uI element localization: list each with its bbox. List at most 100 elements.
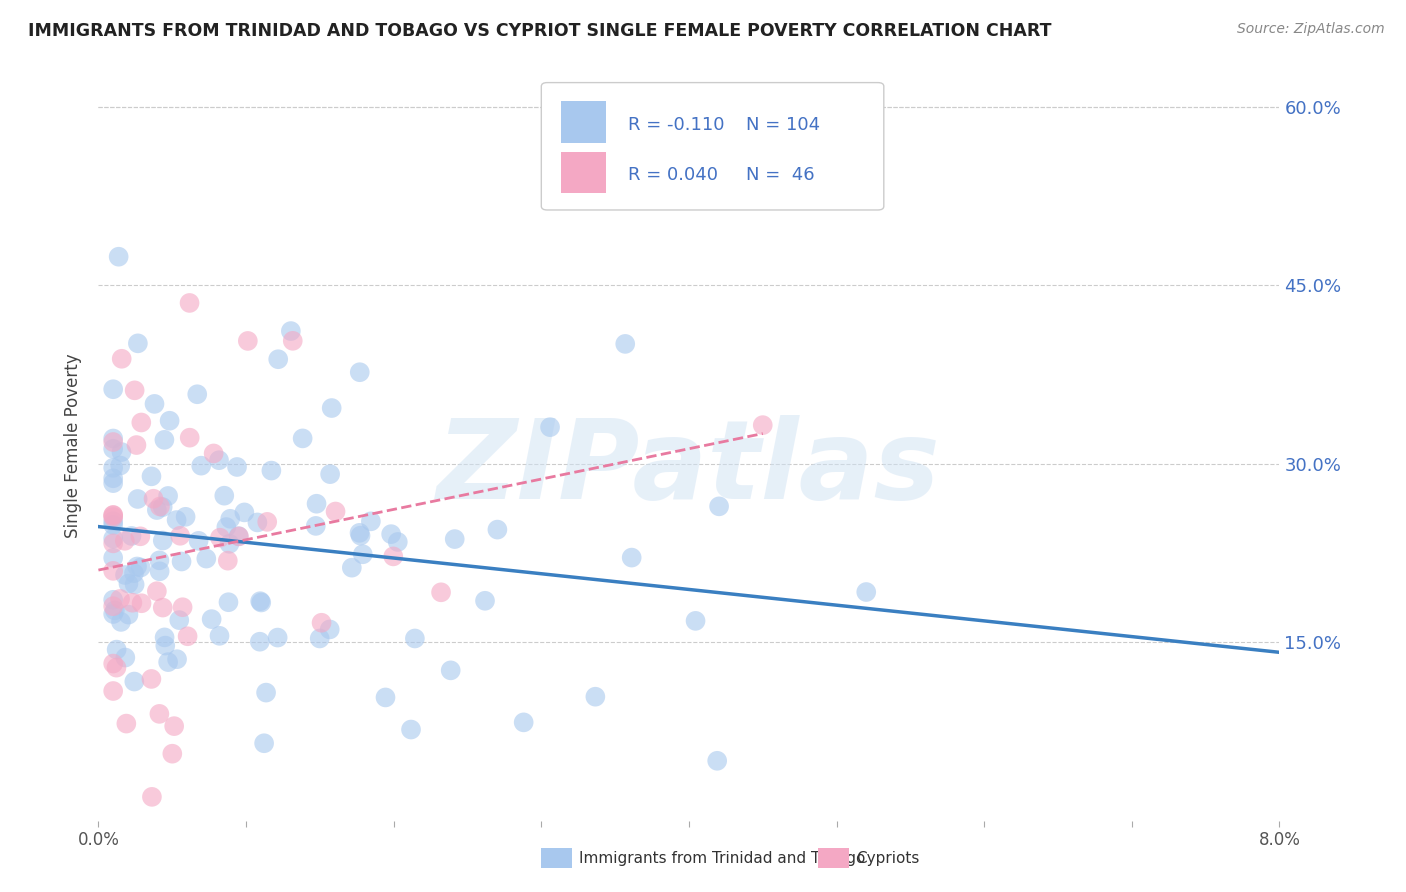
Point	[440, 664, 463, 678]
Point	[142, 491, 165, 506]
Point	[214, 489, 236, 503]
Point	[103, 607, 125, 621]
Point	[121, 529, 143, 543]
Point	[127, 491, 149, 506]
Point	[217, 595, 239, 609]
Point	[141, 469, 163, 483]
Point	[103, 432, 125, 446]
Point	[319, 623, 342, 637]
Point	[443, 532, 465, 546]
Point	[153, 631, 176, 645]
Point	[190, 458, 212, 473]
Point	[103, 435, 125, 450]
Point	[305, 497, 328, 511]
Point	[195, 551, 218, 566]
Point	[103, 510, 125, 524]
Point	[179, 431, 201, 445]
Point	[146, 503, 169, 517]
Point	[620, 550, 643, 565]
Y-axis label: Single Female Poverty: Single Female Poverty	[65, 354, 83, 538]
Point	[187, 533, 209, 548]
Point	[131, 596, 153, 610]
Point	[159, 414, 181, 428]
Point	[155, 639, 177, 653]
Point	[129, 560, 152, 574]
Point	[103, 518, 125, 533]
Point	[121, 596, 143, 610]
Point	[111, 351, 134, 366]
Point	[233, 505, 256, 519]
Point	[125, 438, 148, 452]
Point	[114, 533, 136, 548]
Point	[360, 514, 382, 528]
Point	[103, 684, 125, 698]
Point	[325, 504, 347, 518]
Point	[103, 476, 125, 491]
Point	[311, 615, 333, 630]
Point	[170, 554, 193, 568]
FancyBboxPatch shape	[541, 83, 884, 210]
Point	[387, 535, 409, 549]
Point	[110, 445, 132, 459]
Point	[105, 642, 128, 657]
Point	[321, 401, 343, 415]
Point	[108, 591, 131, 606]
Point	[250, 595, 273, 609]
Point	[308, 632, 330, 646]
Point	[474, 594, 496, 608]
Point	[169, 529, 191, 543]
Point	[148, 553, 170, 567]
Point	[103, 599, 125, 614]
Point	[217, 554, 239, 568]
Text: N = 104: N = 104	[745, 116, 820, 135]
Point	[246, 516, 269, 530]
Point	[685, 614, 707, 628]
Point	[117, 576, 139, 591]
Point	[305, 519, 328, 533]
Point	[141, 672, 163, 686]
FancyBboxPatch shape	[561, 152, 606, 193]
Point	[152, 533, 174, 548]
Point	[179, 296, 201, 310]
Point	[226, 460, 249, 475]
Text: R = -0.110: R = -0.110	[627, 116, 724, 135]
Point	[374, 690, 396, 705]
Point	[380, 527, 402, 541]
FancyBboxPatch shape	[561, 102, 606, 143]
Point	[249, 634, 271, 648]
Point	[267, 352, 290, 367]
Point	[153, 433, 176, 447]
Point	[157, 655, 180, 669]
Point	[256, 515, 278, 529]
Point	[752, 418, 775, 433]
Point	[105, 660, 128, 674]
Point	[103, 657, 125, 671]
Point	[349, 525, 371, 540]
Point	[228, 529, 250, 543]
Point	[143, 397, 166, 411]
Point	[201, 612, 224, 626]
Text: R = 0.040: R = 0.040	[627, 166, 717, 184]
Point	[149, 500, 172, 514]
Point	[152, 600, 174, 615]
Point	[129, 529, 152, 543]
Point	[215, 520, 238, 534]
Point	[146, 584, 169, 599]
Point	[382, 549, 405, 564]
Point	[157, 489, 180, 503]
Point	[152, 500, 174, 514]
Point	[512, 715, 534, 730]
Point	[166, 652, 188, 666]
Text: Source: ZipAtlas.com: Source: ZipAtlas.com	[1237, 22, 1385, 37]
Point	[176, 629, 198, 643]
Point	[103, 442, 125, 456]
Text: IMMIGRANTS FROM TRINIDAD AND TOBAGO VS CYPRIOT SINGLE FEMALE POVERTY CORRELATION: IMMIGRANTS FROM TRINIDAD AND TOBAGO VS C…	[28, 22, 1052, 40]
Point	[103, 536, 125, 550]
Point	[148, 706, 170, 721]
Point	[340, 560, 363, 574]
Point	[149, 564, 172, 578]
Point	[291, 431, 314, 445]
Point	[103, 550, 125, 565]
Point	[141, 789, 163, 804]
Point	[399, 723, 422, 737]
